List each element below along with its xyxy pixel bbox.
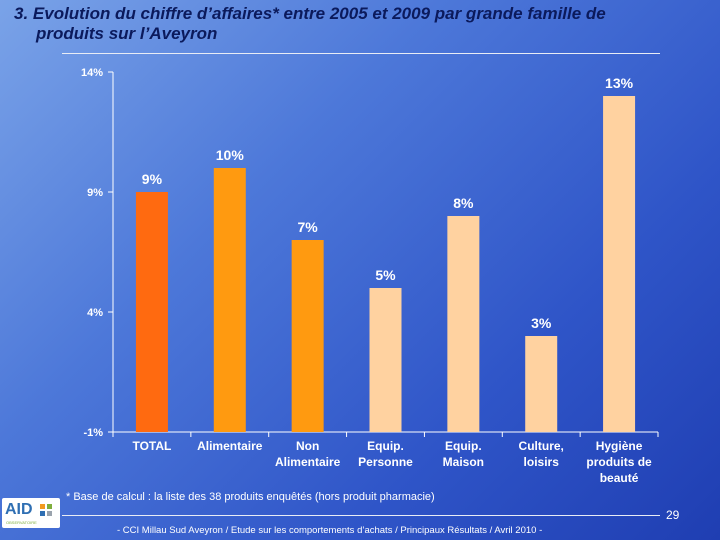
bar [369, 288, 402, 432]
data-label: 8% [453, 195, 474, 211]
y-tick-label: 9% [87, 187, 103, 199]
x-tick-label: Culture, [519, 439, 564, 453]
data-label: 13% [605, 75, 634, 91]
y-tick-label: 4% [87, 307, 103, 319]
logo-text: AID [5, 501, 33, 518]
footer-text: - CCI Millau Sud Aveyron / Etude sur les… [117, 525, 543, 536]
x-tick-label: Personne [358, 455, 413, 469]
x-tick-label: Equip. [367, 439, 404, 453]
aid-logo: AID OBSERVATOIRE [2, 498, 60, 528]
x-tick-label: Equip. [445, 439, 482, 453]
logo-subtext: OBSERVATOIRE [6, 520, 37, 525]
footer-divider [62, 515, 660, 516]
x-tick-label: Alimentaire [275, 455, 341, 469]
bar [291, 240, 324, 432]
bar [447, 216, 480, 432]
x-tick-label: loisirs [524, 455, 560, 469]
x-tick-label: produits de [586, 455, 652, 469]
x-tick-label: Non [296, 439, 319, 453]
page-number: 29 [666, 508, 680, 522]
x-tick-label: beauté [600, 471, 639, 485]
y-tick-label: 14% [81, 67, 103, 79]
data-label: 10% [216, 147, 245, 163]
logo-mark-icon [40, 504, 52, 516]
bar [603, 96, 636, 432]
x-tick-label: Alimentaire [197, 439, 263, 453]
title-divider [62, 53, 660, 54]
data-label: 7% [298, 219, 319, 235]
bar [525, 336, 558, 432]
slide-title-line-2: produits sur l’Aveyron [36, 24, 218, 43]
data-label: 3% [531, 315, 552, 331]
bar [213, 168, 246, 432]
x-tick-label: Maison [443, 455, 484, 469]
y-tick-label: -1% [83, 427, 103, 439]
footnote: * Base de calcul : la liste des 38 produ… [66, 491, 435, 503]
data-label: 9% [142, 171, 163, 187]
slide-title: 3. Evolution du chiffre d’affaires* entr… [14, 4, 714, 44]
x-tick-label: Hygiène [596, 439, 643, 453]
slide-title-line-1: 3. Evolution du chiffre d’affaires* entr… [14, 4, 606, 23]
x-tick-label: TOTAL [132, 439, 171, 453]
bar-chart: 14% 9% 4% -1% 9% TOTAL 10% Alimentaire 7% Non Alim… [81, 67, 659, 485]
bar [135, 192, 168, 432]
data-label: 5% [375, 267, 396, 283]
